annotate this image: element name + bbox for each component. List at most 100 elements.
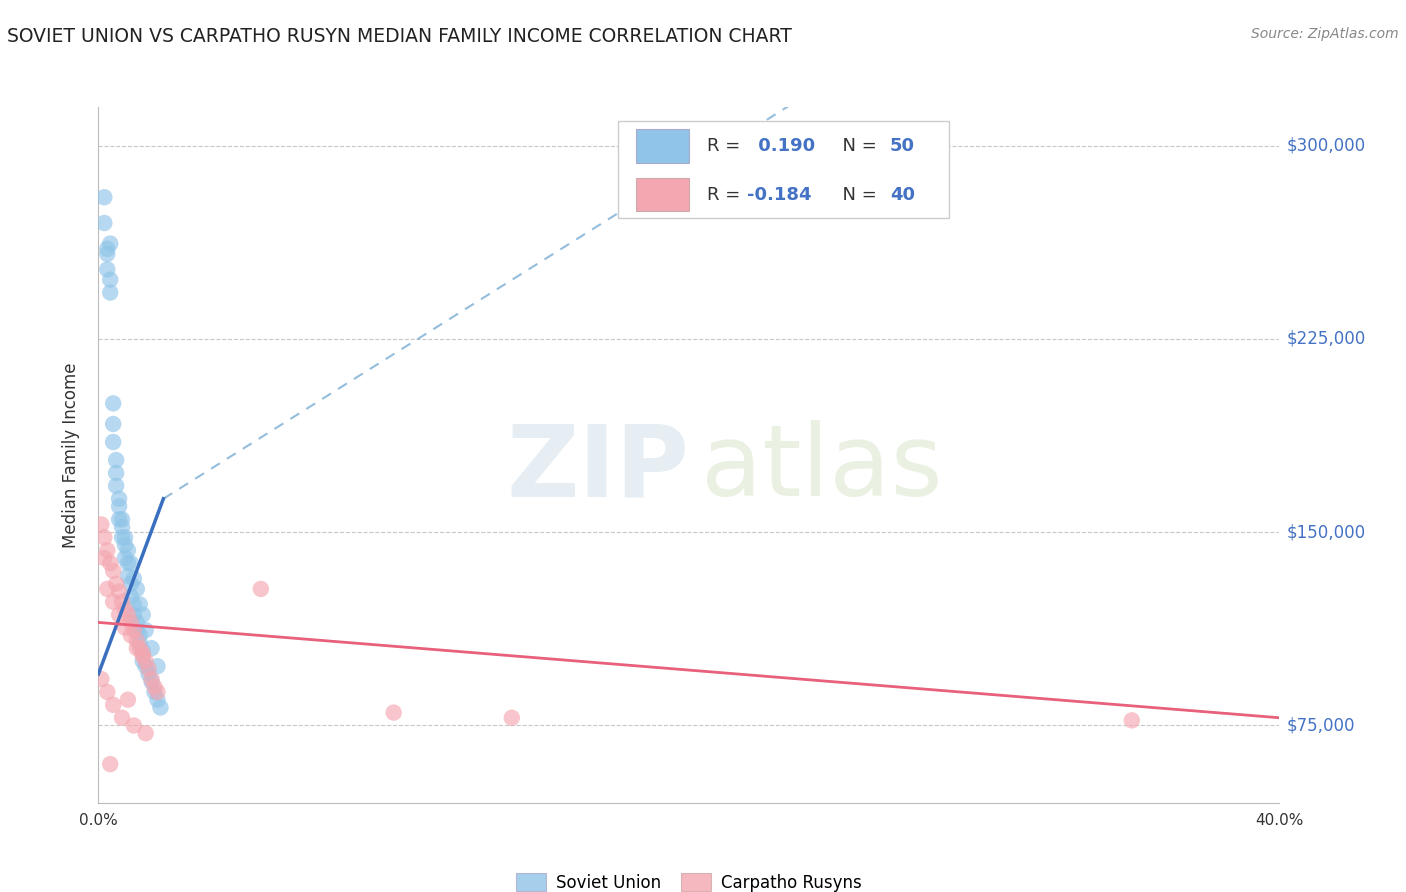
Point bbox=[122, 572, 145, 586]
Point bbox=[125, 615, 148, 630]
Point bbox=[149, 700, 172, 714]
FancyBboxPatch shape bbox=[636, 178, 689, 211]
Point bbox=[103, 595, 125, 609]
Point bbox=[120, 628, 142, 642]
Point bbox=[117, 569, 139, 583]
Y-axis label: Median Family Income: Median Family Income bbox=[62, 362, 80, 548]
Point bbox=[132, 646, 155, 660]
Point bbox=[125, 633, 148, 648]
Point bbox=[93, 190, 115, 204]
Point bbox=[105, 479, 128, 493]
Point bbox=[108, 491, 131, 506]
Text: $300,000: $300,000 bbox=[1286, 136, 1365, 154]
Point bbox=[93, 551, 115, 566]
Point bbox=[146, 685, 169, 699]
Point bbox=[120, 590, 142, 604]
Point bbox=[98, 236, 121, 251]
Point bbox=[135, 654, 157, 668]
Point bbox=[114, 538, 136, 552]
Point bbox=[96, 685, 118, 699]
Point bbox=[146, 659, 169, 673]
Text: -0.184: -0.184 bbox=[747, 186, 811, 203]
Text: atlas: atlas bbox=[700, 420, 942, 517]
Text: 50: 50 bbox=[890, 137, 915, 155]
Point bbox=[98, 757, 121, 772]
Point bbox=[96, 242, 118, 256]
Point bbox=[128, 636, 150, 650]
Point bbox=[122, 718, 145, 732]
Point bbox=[132, 648, 155, 663]
Point bbox=[132, 644, 155, 658]
Point bbox=[98, 556, 121, 570]
Point bbox=[128, 641, 150, 656]
Point bbox=[1121, 714, 1143, 728]
Point bbox=[128, 598, 150, 612]
Legend: Soviet Union, Carpatho Rusyns: Soviet Union, Carpatho Rusyns bbox=[509, 867, 869, 892]
Text: Source: ZipAtlas.com: Source: ZipAtlas.com bbox=[1251, 27, 1399, 41]
Point bbox=[125, 641, 148, 656]
Point bbox=[135, 726, 157, 740]
Point bbox=[132, 654, 155, 668]
Text: 0.190: 0.190 bbox=[752, 137, 814, 155]
Point bbox=[114, 602, 136, 616]
Point bbox=[141, 674, 163, 689]
Point bbox=[111, 520, 134, 534]
Text: $225,000: $225,000 bbox=[1286, 330, 1365, 348]
Point bbox=[114, 551, 136, 566]
Point bbox=[93, 530, 115, 544]
Point bbox=[90, 672, 112, 686]
Point bbox=[93, 216, 115, 230]
Point bbox=[125, 582, 148, 596]
Point bbox=[250, 582, 273, 596]
Point bbox=[117, 543, 139, 558]
Point bbox=[96, 582, 118, 596]
Text: $150,000: $150,000 bbox=[1286, 524, 1365, 541]
Text: R =: R = bbox=[707, 186, 745, 203]
Point bbox=[105, 453, 128, 467]
Point bbox=[128, 628, 150, 642]
Point bbox=[135, 623, 157, 637]
Text: SOVIET UNION VS CARPATHO RUSYN MEDIAN FAMILY INCOME CORRELATION CHART: SOVIET UNION VS CARPATHO RUSYN MEDIAN FA… bbox=[7, 27, 792, 45]
Point bbox=[90, 517, 112, 532]
Point bbox=[98, 285, 121, 300]
Point bbox=[111, 595, 134, 609]
Point bbox=[111, 530, 134, 544]
Point bbox=[105, 466, 128, 480]
Point bbox=[108, 607, 131, 622]
Point bbox=[103, 417, 125, 431]
Point bbox=[105, 576, 128, 591]
Point bbox=[143, 680, 166, 694]
Point bbox=[96, 247, 118, 261]
Point bbox=[138, 662, 160, 676]
Point bbox=[98, 273, 121, 287]
Text: N =: N = bbox=[831, 186, 882, 203]
Point bbox=[114, 621, 136, 635]
Point bbox=[141, 672, 163, 686]
Point bbox=[103, 564, 125, 578]
Point bbox=[117, 556, 139, 570]
Point bbox=[146, 692, 169, 706]
Point bbox=[135, 659, 157, 673]
Point bbox=[122, 623, 145, 637]
Point bbox=[103, 698, 125, 712]
Point bbox=[96, 262, 118, 277]
FancyBboxPatch shape bbox=[636, 129, 689, 162]
Point bbox=[138, 667, 160, 681]
Text: N =: N = bbox=[831, 137, 882, 155]
Point bbox=[111, 711, 134, 725]
Point bbox=[122, 607, 145, 622]
Point bbox=[103, 396, 125, 410]
Point bbox=[501, 711, 523, 725]
Point bbox=[117, 607, 139, 622]
Point bbox=[143, 685, 166, 699]
Point bbox=[108, 512, 131, 526]
Point bbox=[96, 543, 118, 558]
FancyBboxPatch shape bbox=[619, 121, 949, 219]
Point bbox=[108, 500, 131, 514]
Point bbox=[122, 598, 145, 612]
Point bbox=[114, 530, 136, 544]
Text: $75,000: $75,000 bbox=[1286, 716, 1355, 734]
Text: R =: R = bbox=[707, 137, 745, 155]
Text: 40: 40 bbox=[890, 186, 915, 203]
Text: ZIP: ZIP bbox=[506, 420, 689, 517]
